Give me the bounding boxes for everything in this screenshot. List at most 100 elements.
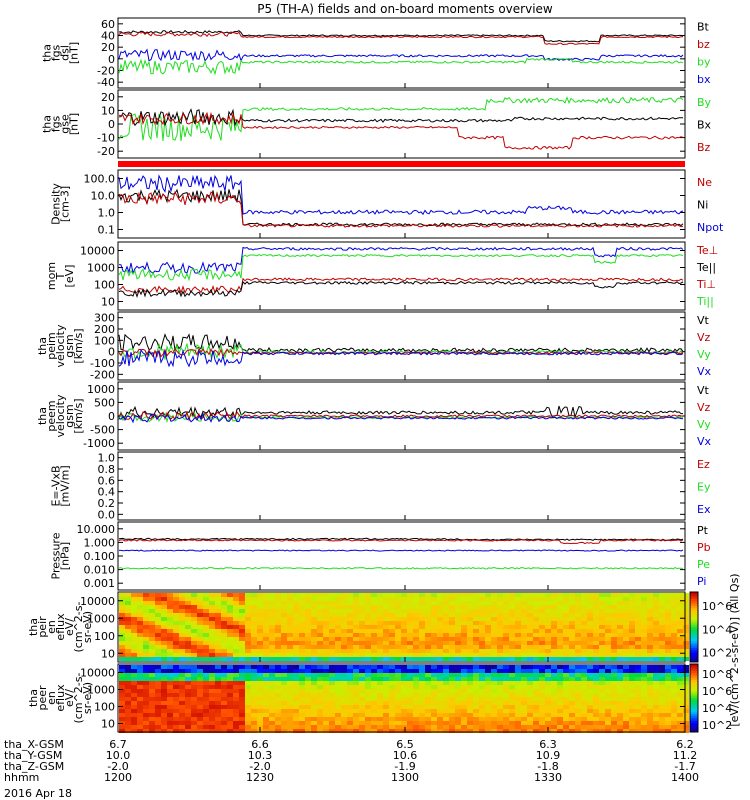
heatmap-cell xyxy=(605,673,611,677)
heatmap-cell xyxy=(167,709,173,713)
heatmap-cell xyxy=(305,629,311,633)
heatmap-cell xyxy=(533,649,539,653)
heatmap-cell xyxy=(545,649,551,653)
heatmap-cell xyxy=(251,677,257,681)
heatmap-cell xyxy=(551,637,557,641)
x-tick-label: 11.2 xyxy=(673,749,698,762)
heatmap-cell xyxy=(191,685,197,689)
heatmap-cell xyxy=(461,633,467,637)
heatmap-cell xyxy=(635,657,641,661)
heatmap-cell xyxy=(203,721,209,725)
heatmap-cell xyxy=(227,637,233,641)
heatmap-cell xyxy=(371,689,377,693)
heatmap-cell xyxy=(401,613,407,617)
heatmap-cell xyxy=(251,673,257,677)
heatmap-cell xyxy=(437,677,443,681)
heatmap-cell xyxy=(311,597,317,601)
heatmap-cell xyxy=(545,633,551,637)
panel-frame xyxy=(117,311,686,381)
heatmap-cell xyxy=(251,609,257,613)
heatmap-cell xyxy=(323,633,329,637)
heatmap-cell xyxy=(539,613,545,617)
heatmap-cell xyxy=(263,609,269,613)
heatmap-cell xyxy=(329,605,335,609)
heatmap-cell xyxy=(581,705,587,709)
heatmap-cell xyxy=(365,649,371,653)
heatmap-cell xyxy=(191,601,197,605)
heatmap-cell xyxy=(365,697,371,701)
colorbar-cell xyxy=(690,688,698,692)
y-axis-label: gsm xyxy=(63,404,76,427)
heatmap-cell xyxy=(161,601,167,605)
heatmap-cell xyxy=(461,617,467,621)
heatmap-cell xyxy=(365,613,371,617)
heatmap-cell xyxy=(641,633,647,637)
heatmap-cell xyxy=(623,709,629,713)
heatmap-cell xyxy=(527,685,533,689)
heatmap-cell xyxy=(431,729,437,733)
heatmap-cell xyxy=(599,597,605,601)
heatmap-cell xyxy=(395,697,401,701)
heatmap-cell xyxy=(131,725,137,729)
heatmap-cell xyxy=(497,693,503,697)
heatmap-cell xyxy=(527,665,533,669)
heatmap-cell xyxy=(173,665,179,669)
heatmap-cell xyxy=(161,649,167,653)
heatmap-cell xyxy=(509,637,515,641)
heatmap-cell xyxy=(521,625,527,629)
heatmap-cell xyxy=(425,629,431,633)
heatmap-cell xyxy=(611,637,617,641)
heatmap-cell xyxy=(623,641,629,645)
heatmap-cell xyxy=(395,605,401,609)
heatmap-cell xyxy=(383,629,389,633)
heatmap-cell xyxy=(389,621,395,625)
heatmap-cell xyxy=(593,617,599,621)
heatmap-cell xyxy=(587,689,593,693)
heatmap-cell xyxy=(425,697,431,701)
y-tick-label: 100.0 xyxy=(84,173,116,186)
x-tick-label: 10.6 xyxy=(393,749,418,762)
heatmap-cell xyxy=(197,657,203,661)
heatmap-cell xyxy=(431,641,437,645)
heatmap-cell xyxy=(281,717,287,721)
heatmap-cell xyxy=(401,725,407,729)
heatmap-cell xyxy=(311,705,317,709)
heatmap-cell xyxy=(587,725,593,729)
heatmap-cell xyxy=(209,625,215,629)
heatmap-cell xyxy=(143,601,149,605)
heatmap-cell xyxy=(521,621,527,625)
heatmap-cell xyxy=(485,681,491,685)
heatmap-cell xyxy=(611,685,617,689)
heatmap-cell xyxy=(377,713,383,717)
heatmap-cell xyxy=(269,677,275,681)
heatmap-cell xyxy=(659,609,665,613)
heatmap-cell xyxy=(155,625,161,629)
heatmap-cell xyxy=(617,689,623,693)
heatmap-cell xyxy=(593,657,599,661)
heatmap-cell xyxy=(647,617,653,621)
heatmap-cell xyxy=(341,701,347,705)
heatmap-cell xyxy=(575,701,581,705)
colorbar-cell xyxy=(690,702,698,706)
heatmap-cell xyxy=(659,633,665,637)
heatmap-cell xyxy=(629,625,635,629)
heatmap-cell xyxy=(599,677,605,681)
heatmap-cell xyxy=(329,713,335,717)
heatmap-cell xyxy=(677,601,683,605)
heatmap-cell xyxy=(125,593,131,597)
heatmap-cell xyxy=(413,637,419,641)
heatmap-cell xyxy=(395,641,401,645)
heatmap-cell xyxy=(137,653,143,657)
heatmap-cell xyxy=(437,621,443,625)
heatmap-cell xyxy=(269,717,275,721)
heatmap-cell xyxy=(305,617,311,621)
heatmap-cell xyxy=(263,593,269,597)
heatmap-cell xyxy=(275,729,281,733)
heatmap-cell xyxy=(461,705,467,709)
heatmap-cell xyxy=(677,717,683,721)
heatmap-cell xyxy=(341,605,347,609)
heatmap-cell xyxy=(125,605,131,609)
heatmap-cell xyxy=(233,717,239,721)
heatmap-cell xyxy=(425,673,431,677)
heatmap-cell xyxy=(539,725,545,729)
